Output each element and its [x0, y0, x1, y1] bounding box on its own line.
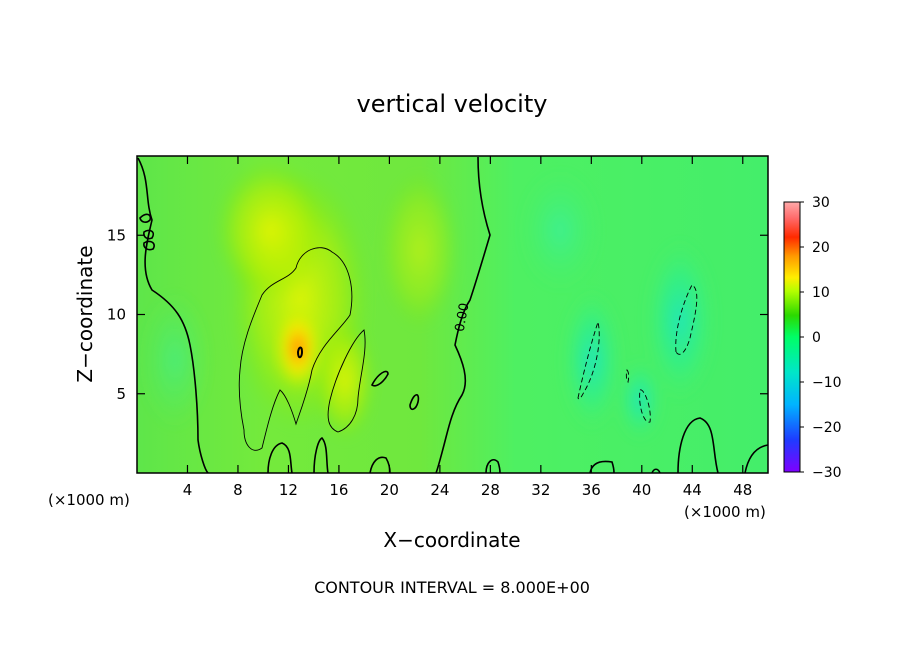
contour-interval-note: CONTOUR INTERVAL = 8.000E+00 [314, 578, 590, 597]
x-tick-label: 20 [380, 481, 399, 499]
x-tick-label: 16 [329, 481, 348, 499]
downdraft-left [140, 290, 210, 430]
y-tick-label: 5 [116, 385, 126, 403]
contour-island-b [370, 370, 389, 387]
x-tick-label: 24 [430, 481, 449, 499]
x-axis-label: X−coordinate [383, 528, 520, 552]
colorbar-tick-label: −10 [812, 375, 842, 391]
y-axis: 5 10 15 [107, 226, 768, 403]
x-tick-label: 48 [733, 481, 752, 499]
x-tick-label: 4 [183, 481, 193, 499]
contour-bottom-f [677, 417, 719, 473]
colorbar-tick-label: 10 [812, 285, 830, 301]
contour-downdraft-36 [577, 320, 600, 400]
y-tick-label: 10 [107, 306, 126, 324]
contour-positive [238, 247, 366, 451]
y-tick-label: 15 [107, 226, 126, 244]
contour-updraft-peak [296, 346, 304, 359]
downdraft-36 [562, 290, 622, 430]
chart-title: vertical velocity [357, 90, 548, 118]
downdraft-upper [520, 170, 600, 290]
x-tick-label: 40 [632, 481, 651, 499]
updraft-plume [215, 160, 325, 300]
contour-zero-left [137, 157, 209, 473]
contour-downdraft-44 [675, 284, 698, 355]
colorbar-tick-label: 30 [812, 195, 830, 211]
plot-area: 0.00 [137, 156, 768, 473]
colorbar-ticks: 30 20 10 0 −10 −20 −30 [800, 195, 842, 481]
heatmap-field [140, 160, 715, 440]
x-axis: 4 8 12 16 20 24 28 32 36 40 44 48 [183, 156, 752, 499]
contour-negative [577, 284, 698, 423]
x-unit-left: (×1000 m) [48, 491, 130, 509]
contour-island-a [409, 394, 420, 411]
contour-updraft-main [238, 247, 353, 451]
contour-downdraft-38 [625, 369, 630, 384]
contour-bottom-b [313, 437, 329, 473]
colorbar-tick-label: −30 [812, 465, 842, 481]
x-tick-label: 44 [683, 481, 702, 499]
contour-bottom-g [744, 444, 768, 473]
colorbar-ramp [783, 201, 801, 473]
x-tick-label: 32 [531, 481, 550, 499]
updraft-core [276, 308, 320, 388]
updraft-weak [315, 320, 375, 440]
downdraft-44 [645, 240, 715, 400]
colorbar-tick-label: −20 [812, 420, 842, 436]
contour-bottom-h [651, 468, 661, 473]
x-tick-label: 8 [233, 481, 243, 499]
contour-bottom-d [485, 458, 501, 473]
contour-label: 0.00 [453, 302, 473, 333]
contour-zero-middle [435, 156, 491, 473]
x-tick-label: 12 [279, 481, 298, 499]
x-unit-right: (×1000 m) [684, 503, 766, 521]
y-axis-label: Z−coordinate [73, 245, 97, 382]
contour-updraft-side [327, 329, 366, 433]
updraft-upper [380, 170, 460, 330]
colorbar-tick-label: 20 [812, 240, 830, 256]
contour-edge-loop-a [139, 213, 152, 223]
colorbar: 30 20 10 0 −10 −20 −30 [783, 195, 842, 481]
contour-downdraft-40 [639, 389, 651, 423]
colorbar-tick-label: 0 [812, 330, 821, 346]
contour-bottom-a [267, 442, 293, 473]
downdraft-40 [618, 360, 662, 440]
contour-bottom-e [589, 460, 615, 473]
x-tick-label: 36 [582, 481, 601, 499]
x-tick-label: 28 [481, 481, 500, 499]
contour-edge-loop-c [143, 240, 155, 251]
